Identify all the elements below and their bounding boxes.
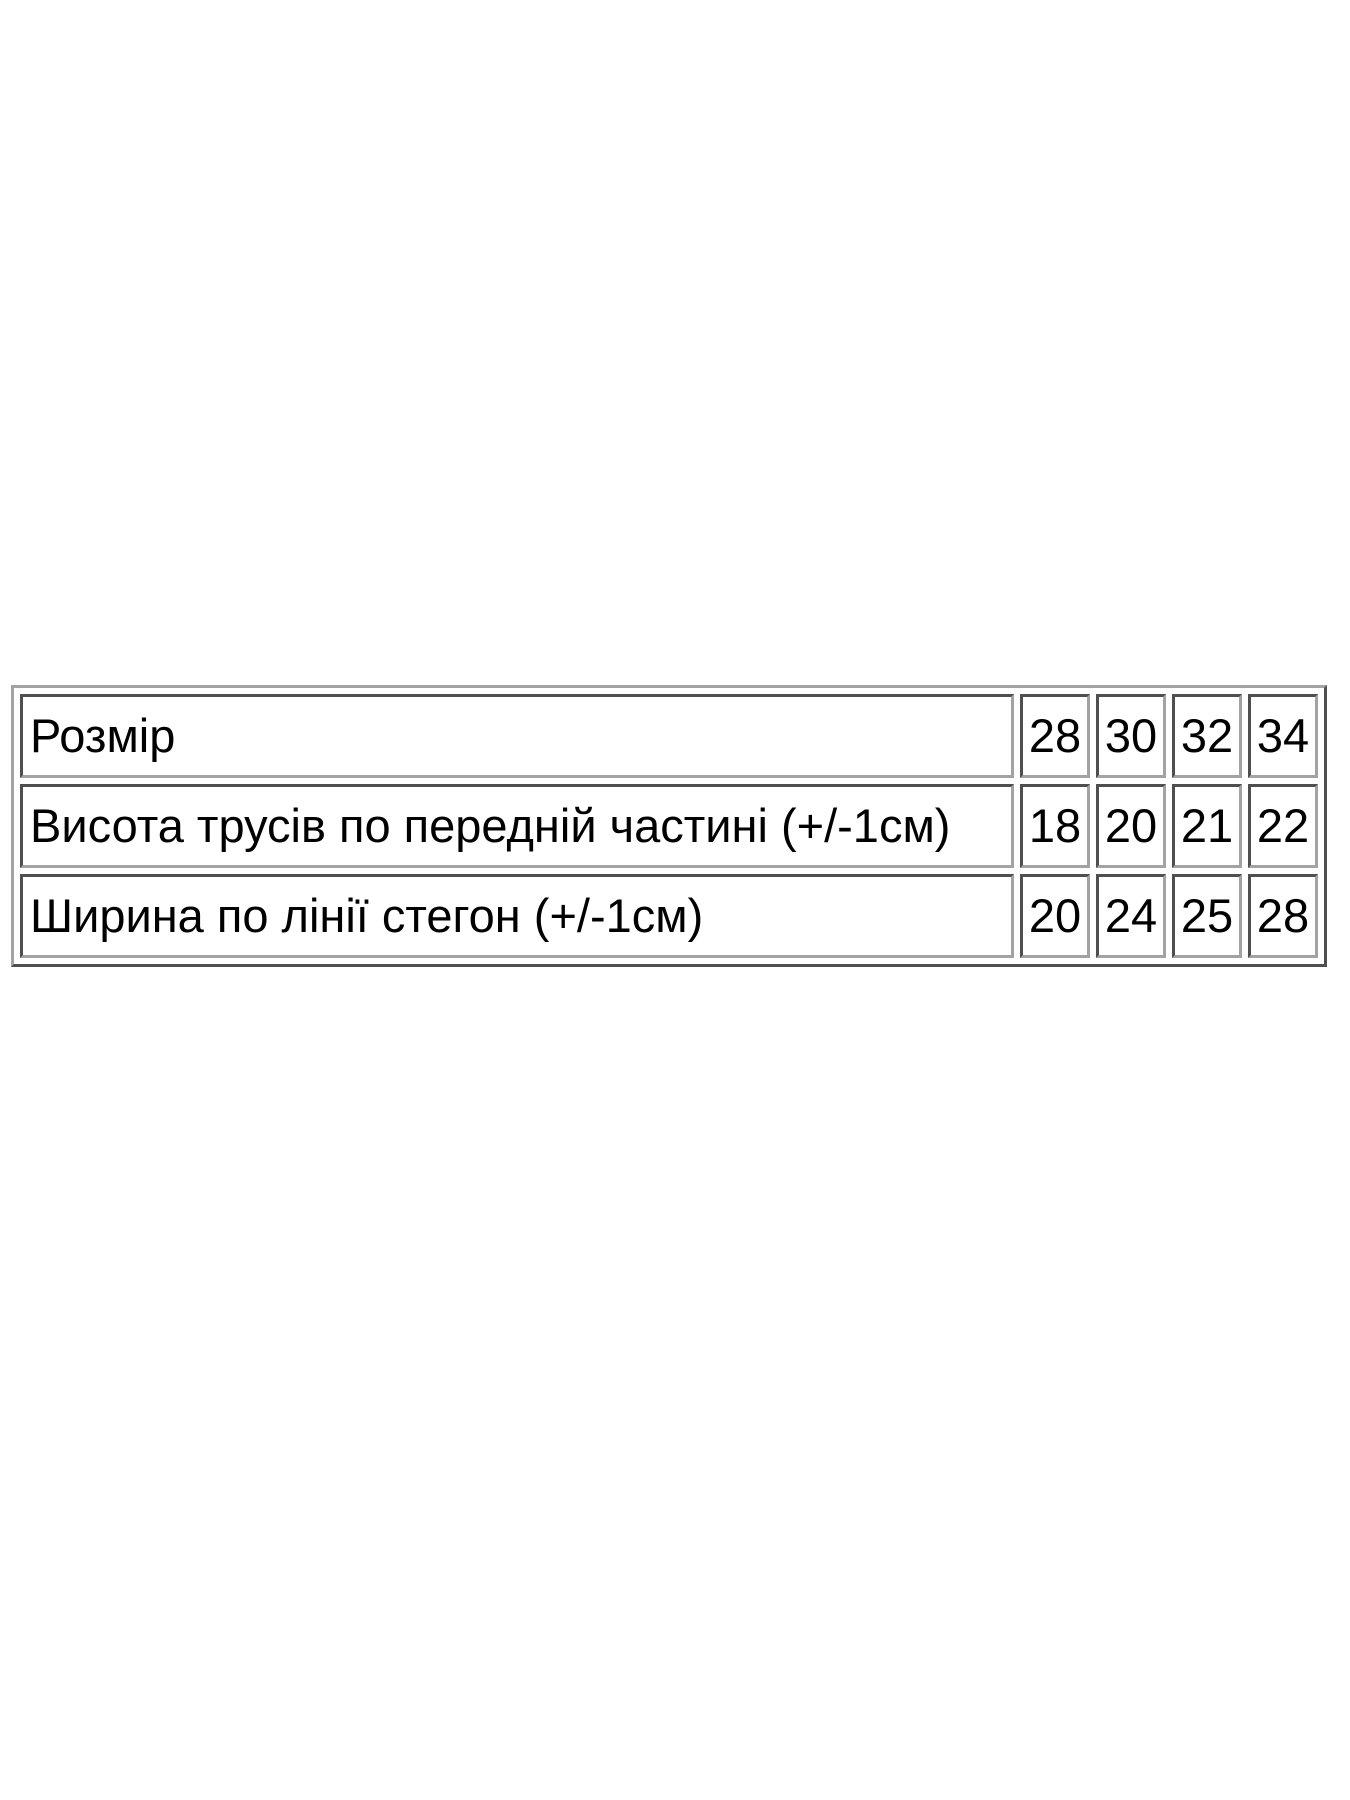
row-label-hip-width: Ширина по лінії стегон (+/-1см) — [20, 874, 1014, 958]
size-value: 28 — [1020, 694, 1090, 778]
hip-width-value: 28 — [1248, 874, 1318, 958]
row-label-front-height: Висота трусів по передній частині (+/-1с… — [20, 784, 1014, 868]
front-height-value: 21 — [1172, 784, 1242, 868]
front-height-value: 22 — [1248, 784, 1318, 868]
size-chart-row-size: Розмір 28 30 32 34 — [20, 694, 1318, 778]
size-value: 30 — [1096, 694, 1166, 778]
hip-width-value: 25 — [1172, 874, 1242, 958]
size-value: 34 — [1248, 694, 1318, 778]
hip-width-value: 24 — [1096, 874, 1166, 958]
front-height-value: 18 — [1020, 784, 1090, 868]
size-chart-row-hip-width: Ширина по лінії стегон (+/-1см) 20 24 25… — [20, 874, 1318, 958]
size-value: 32 — [1172, 694, 1242, 778]
size-chart-table: Розмір 28 30 32 34 Висота трусів по пере… — [11, 685, 1327, 967]
row-label-size: Розмір — [20, 694, 1014, 778]
front-height-value: 20 — [1096, 784, 1166, 868]
size-chart-row-front-height: Висота трусів по передній частині (+/-1с… — [20, 784, 1318, 868]
hip-width-value: 20 — [1020, 874, 1090, 958]
